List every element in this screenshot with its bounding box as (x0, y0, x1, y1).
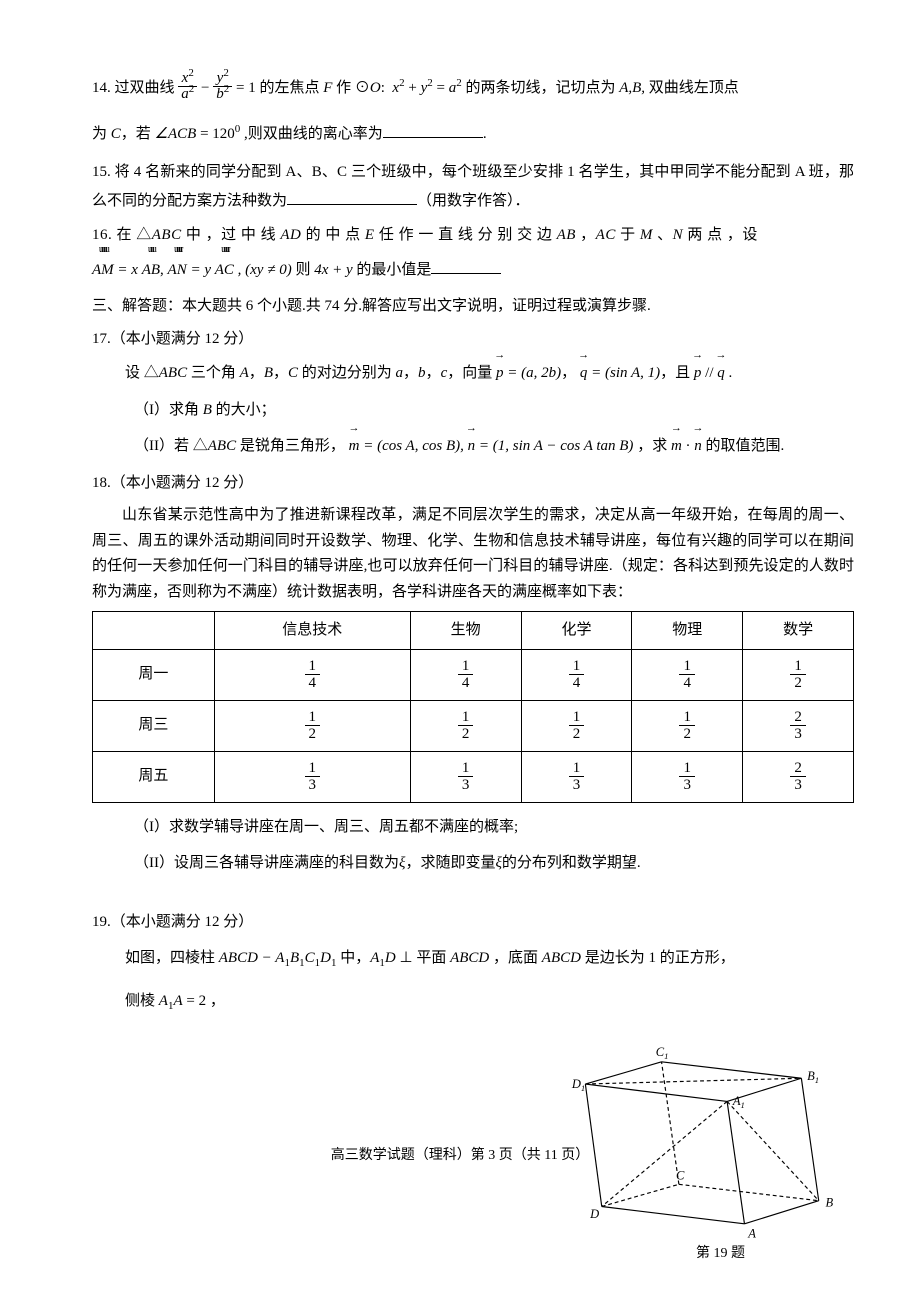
vector-AN: uuurAN (168, 256, 187, 285)
fraction: y2 b2 (213, 71, 232, 102)
vector-q: →q (580, 359, 588, 388)
vector-AB: uuuAB (142, 256, 160, 285)
answer-blank (383, 122, 483, 138)
question-19-line1: 如图，四棱柱 ABCD − A1B1C1D1 中，A1D ⊥ 平面 ABCD ，… (92, 944, 854, 973)
question-16-line2: uuuuAM = x uuuAB, uuurAN = y uuurAC , (x… (92, 256, 854, 285)
vector-p: →p (496, 359, 504, 388)
prism-diagram: D1C1B1A1DCBA (568, 1045, 838, 1260)
table-header: 信息技术 (214, 612, 410, 650)
vector-m: →m (349, 432, 360, 461)
question-17-part2: （II）若 △ABC 是锐角三角形， →m = (cos A, cos B), … (92, 432, 854, 461)
question-15: 15. 将 4 名新来的同学分配到 A、B、C 三个班级中，每个班级至少安排 1… (92, 158, 854, 215)
qnum: 17. (92, 331, 111, 347)
qnum: 19. (92, 914, 111, 930)
table-header (93, 612, 215, 650)
question-18-body: 山东省某示范性高中为了推进新课程改革，满足不同层次学生的需求，决定从高一年级开始… (92, 503, 854, 605)
question-16: 16. 在 △ABC 中 ，过 中 线 AD 的 中 点 E 任 作 一 直 线… (92, 221, 854, 250)
row-label: 周三 (93, 700, 215, 751)
qnum: 15. (92, 164, 111, 180)
question-18: 18.（本小题满分 12 分） (92, 469, 854, 498)
vector-AC: uuurAC (215, 256, 234, 285)
svg-text:C: C (676, 1169, 685, 1183)
qnum: 18. (92, 475, 111, 491)
qnum: 14. (92, 80, 111, 96)
question-18-part1: （I）求数学辅导讲座在周一、周三、周五都不满座的概率; (92, 813, 854, 842)
question-19-line2: 侧棱 A1A = 2 ， (92, 987, 854, 1016)
probability-table: 信息技术 生物 化学 物理 数学 周一 14 14 14 14 12 周三 12… (92, 611, 854, 803)
vector-m: →m (671, 432, 682, 461)
table-header-row: 信息技术 生物 化学 物理 数学 (93, 612, 854, 650)
vector-AM: uuuuAM (92, 256, 114, 285)
question-17-part1: （I）求角 B 的大小； (92, 396, 854, 425)
question-14-line2: 为 C，若 ∠ACB = 1200 ,则双曲线的离心率为. (92, 116, 854, 152)
table-header: 物理 (632, 612, 743, 650)
table-header: 生物 (410, 612, 521, 650)
table-row: 周一 14 14 14 14 12 (93, 649, 854, 700)
vector-n: →n (694, 432, 702, 461)
vector-q: →q (717, 359, 725, 388)
question-17-body: 设 △ABC 三个角 A，B，C 的对边分别为 a，b，c，向量 →p = (a… (92, 359, 854, 388)
row-label: 周五 (93, 751, 215, 802)
svg-text:A: A (747, 1226, 756, 1240)
question-19: 19.（本小题满分 12 分） (92, 908, 854, 937)
svg-text:D1: D1 (571, 1077, 585, 1093)
row-label: 周一 (93, 649, 215, 700)
figure-caption: 第 19 题 (696, 1241, 745, 1268)
svg-text:D: D (589, 1207, 599, 1221)
answer-blank (431, 258, 501, 274)
svg-text:C1: C1 (656, 1045, 669, 1061)
section-3-header: 三、解答题：本大题共 6 个小题.共 74 分.解答应写出文字说明，证明过程或演… (92, 292, 854, 321)
question-17: 17.（本小题满分 12 分） (92, 325, 854, 354)
svg-text:B: B (825, 1196, 833, 1210)
table-header: 化学 (521, 612, 632, 650)
table-row: 周五 13 13 13 13 23 (93, 751, 854, 802)
table-header: 数学 (743, 612, 854, 650)
answer-blank (287, 189, 417, 205)
fraction: x2 a2 (178, 71, 197, 102)
table-row: 周三 12 12 12 12 23 (93, 700, 854, 751)
question-18-part2: （II）设周三各辅导讲座满座的科目数为ξ，求随即变量ξ的分布列和数学期望. (92, 849, 854, 878)
svg-text:B1: B1 (807, 1069, 819, 1085)
qnum: 16. (92, 227, 112, 243)
question-14: 14. 过双曲线 x2 a2 − y2 b2 = 1 的左焦点 F 作 ⊙O: … (92, 70, 854, 106)
vector-p: →p (694, 359, 702, 388)
vector-n: →n (468, 432, 476, 461)
